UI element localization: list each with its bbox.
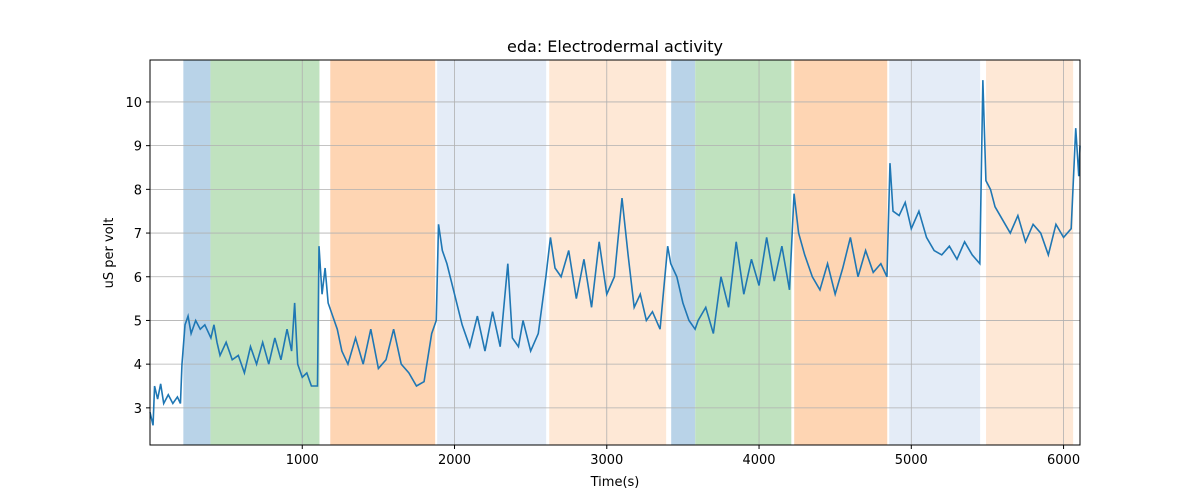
span bbox=[671, 60, 696, 445]
span bbox=[794, 60, 888, 445]
x-tick-label: 2000 bbox=[438, 453, 471, 468]
plot-frame bbox=[149, 59, 1081, 446]
span bbox=[330, 60, 436, 445]
span bbox=[986, 60, 1074, 445]
span bbox=[437, 60, 547, 445]
data-line bbox=[149, 80, 1081, 426]
x-tick-label: 1000 bbox=[286, 453, 319, 468]
span bbox=[889, 60, 981, 445]
span bbox=[695, 60, 792, 445]
y-tick-label: 6 bbox=[134, 271, 142, 286]
y-tick-label: 8 bbox=[134, 183, 142, 198]
y-tick-label: 4 bbox=[134, 358, 142, 373]
x-tick-label: 4000 bbox=[742, 453, 775, 468]
y-tick-label: 3 bbox=[134, 402, 142, 417]
y-tick-label: 5 bbox=[134, 314, 142, 329]
x-tick-label: 6000 bbox=[1047, 453, 1080, 468]
span bbox=[183, 60, 211, 445]
span bbox=[210, 60, 320, 445]
y-tick-label: 7 bbox=[134, 227, 142, 242]
y-axis-label: uS per volt bbox=[102, 218, 117, 289]
y-tick-label: 10 bbox=[125, 96, 142, 111]
x-tick-label: 5000 bbox=[895, 453, 928, 468]
chart-title: eda: Electrodermal activity bbox=[507, 37, 723, 56]
y-tick-label: 9 bbox=[134, 140, 142, 155]
span bbox=[549, 60, 667, 445]
x-axis-label: Time(s) bbox=[590, 475, 640, 490]
x-tick-label: 3000 bbox=[590, 453, 623, 468]
